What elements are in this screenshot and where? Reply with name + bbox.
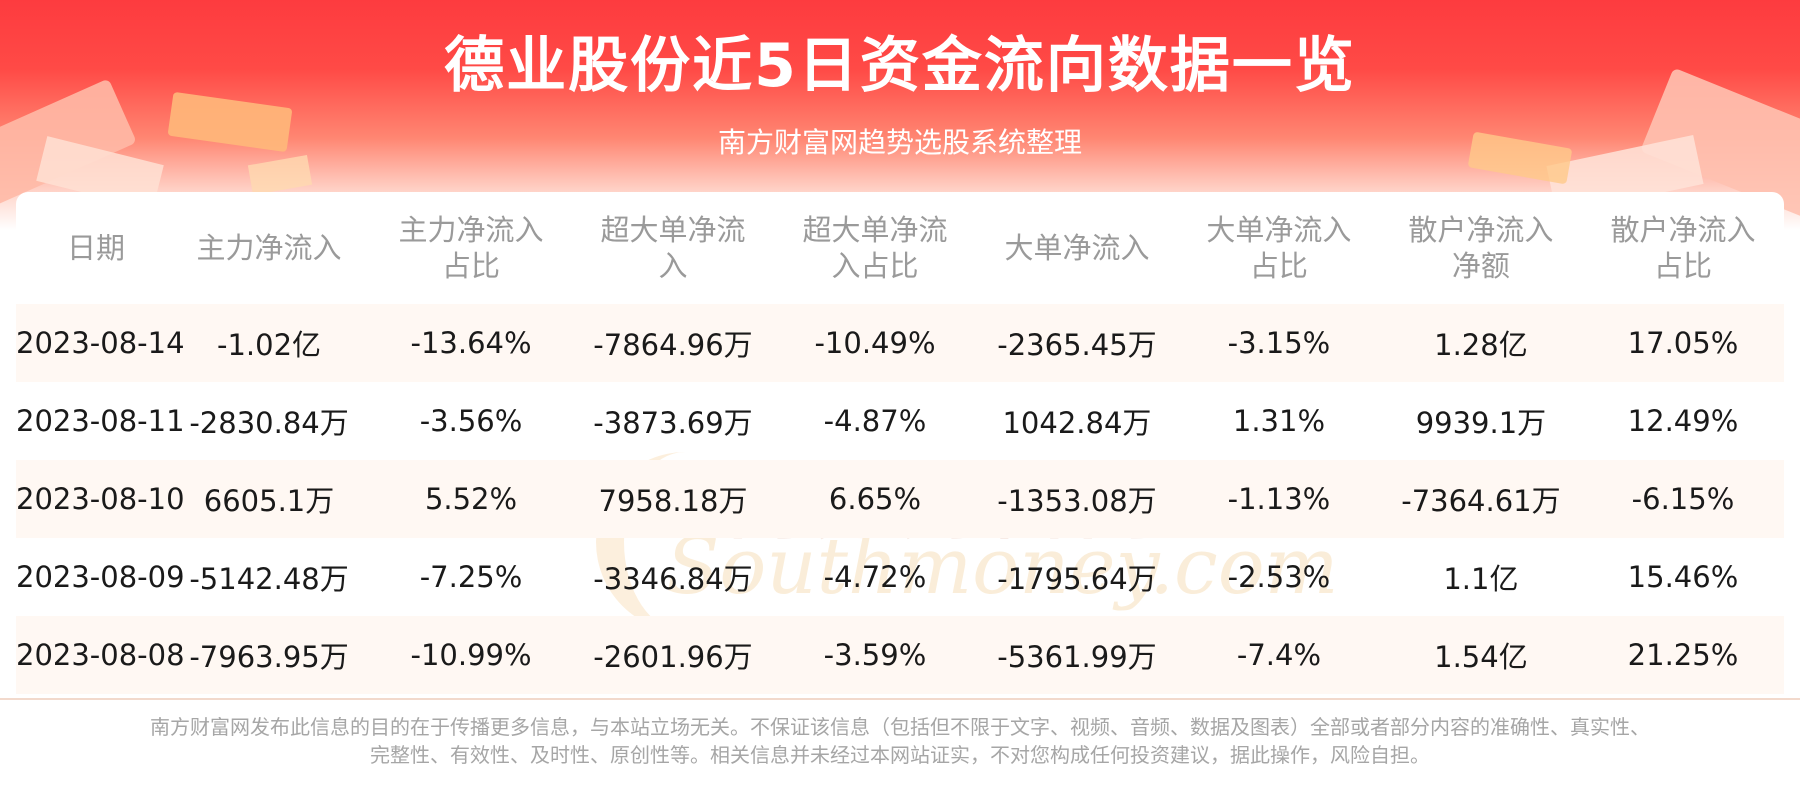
page-subtitle: 南方财富网趋势选股系统整理 (717, 126, 1082, 159)
table-row: 2023-08-14 -1.02亿 -13.64% -7864.96万 -10.… (16, 304, 1784, 382)
table-cell: 6.65% (773, 460, 976, 538)
table-row: 2023-08-10 6605.1万 5.52% 7958.18万 6.65% … (16, 460, 1784, 538)
table-cell-date: 2023-08-11 (16, 404, 185, 438)
table-cell: -3.56% (419, 404, 523, 438)
table-cell: 1.1亿 (1443, 562, 1519, 596)
table-cell-date: 2023-08-10 (16, 460, 185, 538)
column-header: 日期 (66, 231, 125, 265)
table-cell: -1.13% (1177, 460, 1380, 538)
table-cell: 7958.18万 (572, 460, 774, 538)
table-cell: 9939.1万 (1415, 406, 1547, 440)
table-cell-date: 2023-08-08 (16, 616, 185, 694)
table-cell: -2365.45万 (975, 304, 1178, 382)
column-header: 散户净流入净额 (1408, 213, 1554, 283)
column-header: 大单净流入 (1004, 231, 1150, 265)
column-header: 主力净流入 (196, 231, 342, 265)
table-cell: -1.02亿 (168, 304, 371, 382)
table-cell: -7.4% (1177, 616, 1380, 694)
table-cell: 15.46% (1627, 560, 1739, 594)
table-cell: 12.49% (1627, 404, 1739, 438)
table-cell: -4.87% (823, 404, 927, 438)
table-cell: -13.64% (370, 304, 572, 382)
table-cell: -2830.84万 (189, 406, 349, 440)
table-card: 南方财富网 Southmoney.com 日期 主力净流入 主力净流入占比 超大… (16, 192, 1784, 698)
table-cell: -3.15% (1177, 304, 1380, 382)
table-cell: 1.54亿 (1379, 616, 1582, 694)
column-header: 主力净流入占比 (398, 213, 544, 283)
table-cell: -1353.08万 (975, 460, 1178, 538)
column-header: 散户净流入占比 (1610, 213, 1756, 283)
table-cell: 5.52% (370, 460, 572, 538)
table-cell: -7963.95万 (168, 616, 371, 694)
footer-divider (0, 698, 1800, 700)
table-cell: -2.53% (1227, 560, 1331, 594)
table-row: 2023-08-08 -7963.95万 -10.99% -2601.96万 -… (16, 616, 1784, 694)
table-cell: -1795.64万 (997, 562, 1157, 596)
disclaimer-line: 完整性、有效性、及时性、原创性等。相关信息并未经过本网站证实，不对您构成任何投资… (370, 743, 1430, 767)
table-header-row: 日期 主力净流入 主力净流入占比 超大单净流入 超大单净流入占比 大单净流入 大… (16, 192, 1784, 304)
disclaimer-text: 南方财富网发布此信息的目的在于传播更多信息，与本站立场无关。不保证该信息（包括但… (70, 713, 1730, 769)
page-title: 德业股份近5日资金流向数据一览 (444, 31, 1356, 101)
table-cell: 1042.84万 (1002, 406, 1152, 440)
table-cell: -7364.61万 (1379, 460, 1582, 538)
fund-flow-table: 日期 主力净流入 主力净流入占比 超大单净流入 超大单净流入占比 大单净流入 大… (16, 192, 1784, 694)
table-cell: -3346.84万 (593, 562, 753, 596)
table-cell-date: 2023-08-09 (16, 560, 185, 594)
table-cell: 1.31% (1232, 404, 1326, 438)
table-cell: -4.72% (823, 560, 927, 594)
table-cell: 1.28亿 (1379, 304, 1582, 382)
header-banner: 德业股份近5日资金流向数据一览 南方财富网趋势选股系统整理 (0, 0, 1800, 230)
column-header: 超大单净流入 (600, 213, 746, 283)
column-header: 超大单净流入占比 (802, 213, 948, 283)
footer: 南方财富网发布此信息的目的在于传播更多信息，与本站立场无关。不保证该信息（包括但… (0, 703, 1800, 800)
table-cell: -10.49% (773, 304, 976, 382)
table-cell: -6.15% (1581, 460, 1784, 538)
table-row: 2023-08-11 -2830.84万 -3.56% -3873.69万 -4… (16, 382, 1784, 460)
table-cell: 6605.1万 (168, 460, 371, 538)
table-cell-date: 2023-08-14 (16, 304, 185, 382)
table-cell: -3.59% (773, 616, 976, 694)
table-cell: -7864.96万 (572, 304, 774, 382)
table-row: 2023-08-09 -5142.48万 -7.25% -3346.84万 -4… (16, 538, 1784, 616)
table-cell: -2601.96万 (572, 616, 774, 694)
table-cell: -10.99% (370, 616, 572, 694)
column-header: 大单净流入占比 (1206, 213, 1352, 283)
disclaimer-line: 南方财富网发布此信息的目的在于传播更多信息，与本站立场无关。不保证该信息（包括但… (150, 715, 1650, 739)
table-cell: 21.25% (1581, 616, 1784, 694)
table-cell: -7.25% (419, 560, 523, 594)
table-cell: 17.05% (1581, 304, 1784, 382)
table-cell: -5361.99万 (975, 616, 1178, 694)
table-cell: -3873.69万 (593, 406, 753, 440)
table-cell: -5142.48万 (189, 562, 349, 596)
